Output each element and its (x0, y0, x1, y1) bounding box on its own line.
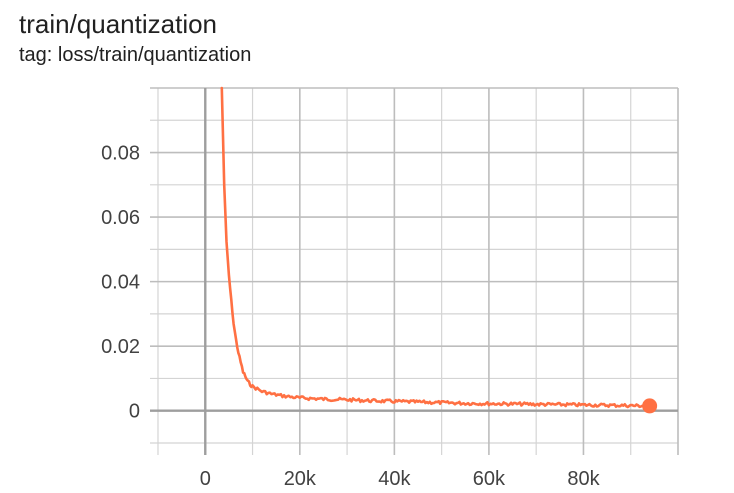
chart-tag: tag: loss/train/quantization (19, 44, 252, 66)
x-tick-label: 60k (473, 468, 506, 490)
x-tick-labels: 0 20k 40k 60k 80k (200, 468, 601, 490)
y-tick-label: 0.06 (101, 207, 140, 229)
minor-gridlines (150, 88, 678, 455)
y-tick-label: 0.08 (101, 143, 140, 165)
x-tick-label: 20k (284, 468, 317, 490)
x-tick-label: 0 (200, 468, 211, 490)
zero-axes (150, 88, 678, 455)
x-tick-label: 40k (378, 468, 411, 490)
x-tick-label: 80k (567, 468, 600, 490)
series-layer (220, 86, 658, 414)
series-line (220, 86, 651, 409)
y-tick-labels: 0 0.02 0.04 0.06 0.08 (101, 143, 140, 423)
y-tick-label: 0.04 (101, 272, 140, 294)
last-value-marker (642, 398, 658, 414)
y-tick-label: 0 (129, 401, 140, 423)
chart-title: train/quantization (19, 9, 218, 39)
y-tick-label: 0.02 (101, 336, 140, 358)
